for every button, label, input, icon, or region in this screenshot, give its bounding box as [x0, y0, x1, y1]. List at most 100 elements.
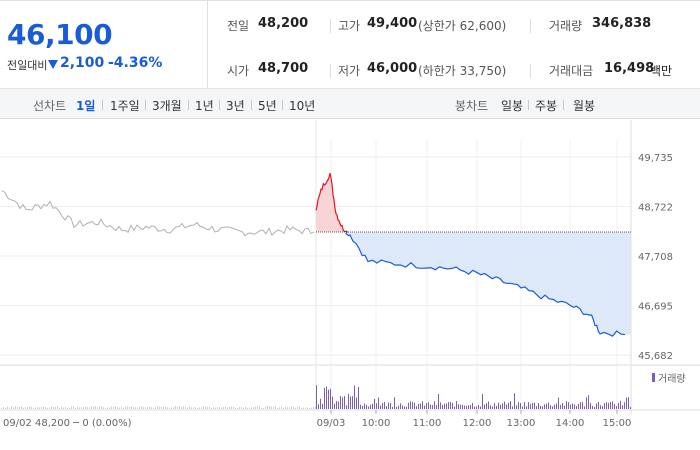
volume-bar	[500, 404, 501, 409]
y-tick-label: 47,708	[638, 252, 673, 263]
up-area	[316, 173, 348, 232]
volume-bar	[255, 406, 256, 409]
volume-bar	[71, 406, 72, 409]
volume-bar	[107, 407, 108, 409]
volume-bar	[524, 402, 525, 409]
volume-bar	[562, 403, 563, 409]
volume-bar	[15, 406, 16, 409]
volume-bar	[311, 407, 312, 409]
candle-daily-button[interactable]: 일봉	[501, 99, 524, 113]
volume-bar	[482, 393, 483, 409]
volume-bar	[590, 402, 591, 409]
period-1d-button[interactable]: 1일	[76, 99, 96, 113]
volume-bar	[444, 403, 445, 409]
chart-lines	[1, 173, 631, 337]
x-axis: 09/03 10:00 11:00 12:00 13:00 14:00 15:00	[317, 410, 631, 429]
volume-bar	[602, 406, 603, 409]
volume-bar	[31, 406, 32, 409]
volume-bar	[273, 406, 274, 409]
volume-bar	[382, 403, 383, 409]
divider	[530, 64, 531, 78]
volume-bar	[412, 401, 413, 409]
volume-bar	[344, 396, 345, 409]
period-10y-button[interactable]: 10년	[289, 99, 316, 113]
volume-bar	[372, 403, 373, 409]
volume-bar	[227, 407, 228, 409]
low-label: 저가	[338, 64, 361, 78]
volume-bar	[53, 407, 54, 409]
divider	[563, 100, 564, 110]
volume-bar	[422, 401, 423, 409]
volume-bar	[566, 401, 567, 409]
volume-bar	[366, 404, 367, 409]
period-5y-button[interactable]: 5년	[258, 99, 277, 113]
volume-bar	[630, 406, 631, 409]
period-3y-button[interactable]: 3년	[226, 99, 245, 113]
volume-bar	[522, 406, 523, 409]
y-tick-label: 49,735	[638, 153, 673, 164]
volume-bar	[518, 402, 519, 409]
volume-bar	[346, 405, 347, 409]
period-1y-button[interactable]: 1년	[195, 99, 214, 113]
candle-weekly-button[interactable]: 주봉	[535, 99, 558, 113]
volume-bar	[203, 406, 204, 409]
volume-legend-swatch	[652, 373, 655, 382]
volume-bar	[428, 402, 429, 409]
volume-bar	[584, 406, 585, 409]
line-chart-label: 선차트	[33, 99, 67, 113]
volume-bar	[9, 407, 10, 409]
period-1w-button[interactable]: 1주일	[110, 99, 140, 113]
x-tick-label: 10:00	[362, 418, 391, 429]
volume-bar	[125, 406, 126, 409]
volume-bar	[360, 404, 361, 409]
volume-bar	[390, 403, 391, 409]
volume-bar	[269, 406, 270, 409]
volume-bar	[432, 405, 433, 409]
volume-bar	[257, 406, 258, 409]
x-tick-label: 12:00	[463, 418, 492, 429]
volume-bar	[57, 406, 58, 409]
divider	[219, 100, 220, 110]
volume-bar	[600, 405, 601, 409]
prev-day-label: 09/02 48,200 ─ 0 (0.00%)	[3, 418, 132, 429]
change-value: 2,100	[60, 55, 105, 71]
volume-bar	[408, 402, 409, 409]
volume-bar	[484, 404, 485, 409]
volume-bar	[11, 406, 12, 409]
volume-bar	[279, 407, 280, 409]
volume-bar	[111, 406, 112, 409]
volume-bar	[1, 407, 2, 409]
period-3m-button[interactable]: 3개월	[152, 99, 182, 113]
volume-bar	[49, 407, 50, 409]
volume-bar	[191, 407, 192, 409]
divider	[530, 19, 531, 33]
volume-bar	[209, 406, 210, 409]
volume-bar	[318, 404, 319, 409]
volume-bar	[77, 406, 78, 409]
volume-bar	[137, 407, 138, 409]
volume-bar	[334, 403, 335, 409]
period-bar: 선차트 1일 1주일 3개월 1년 3년 5년 10년 봉차트 일봉 주봉 월봉	[0, 89, 700, 119]
volume-bar	[173, 407, 174, 409]
volume-bar	[354, 385, 355, 409]
low-value: 46,000	[367, 61, 418, 76]
volume-bar	[265, 406, 266, 409]
volume-bar	[410, 401, 411, 409]
volume-bar	[378, 397, 379, 409]
volume-bar	[544, 404, 545, 409]
volume-bar	[578, 403, 579, 409]
volume-bar	[313, 407, 314, 409]
volume-bar	[352, 396, 353, 409]
volume-bar	[368, 406, 369, 409]
candle-monthly-button[interactable]: 월봉	[573, 99, 596, 113]
volume-bar	[564, 405, 565, 409]
volume-bar	[275, 406, 276, 409]
volume-bar	[614, 404, 615, 409]
x-tick-label: 14:00	[556, 418, 585, 429]
volume-bar	[261, 407, 262, 409]
x-tick-label: 09/03	[317, 418, 346, 429]
volume-bar	[211, 407, 212, 409]
candle-chart-label: 봉차트	[455, 99, 489, 113]
volume-bar	[350, 396, 351, 409]
lower-limit: (하한가 33,750)	[418, 64, 507, 78]
